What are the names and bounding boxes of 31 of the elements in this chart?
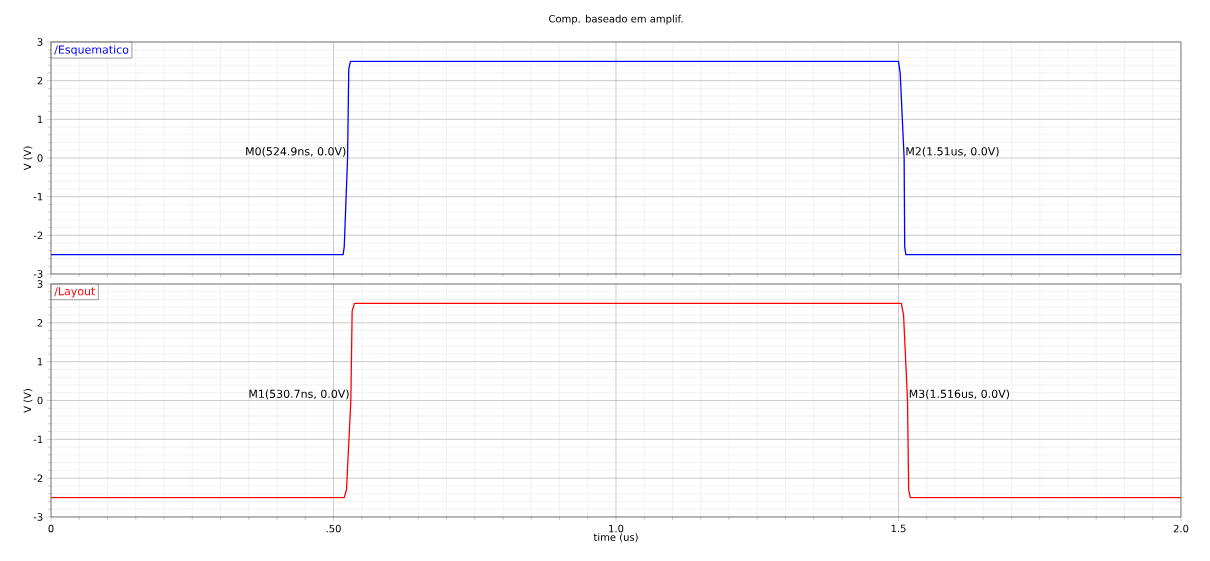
annotation: M0(524.9ns, 0.0V) [246,147,346,157]
y-tick-label: -3 [33,270,43,278]
y-tick-label: 3 [37,280,43,288]
y-tick-label: -3 [33,513,43,521]
line-series [51,302,1181,499]
x-tick-label: 0 [48,524,54,533]
y-tick-label: -2 [33,474,43,482]
x-tick-label: .50 [326,524,341,533]
text: /Esquematico [54,45,129,56]
text: /Layout [54,287,96,298]
x-tick-label: 1.0 [609,524,624,533]
y-axis-title: V (V) [23,389,33,413]
y-axis-title: V (V) [23,146,33,171]
y-tick-label: 2 [37,76,43,85]
y-tick-label: 0 [37,154,43,162]
x-tick-label: 2.0 [1173,524,1189,533]
annotation: M3(1.516us, 0.0V) [909,389,1010,400]
y-tick-label: -1 [33,435,43,443]
y-tick-label: 1 [37,358,43,366]
y-tick-label: 3 [37,38,43,46]
y-tick-label: 1 [37,115,43,123]
chart-title: Comp. baseado em amplif. [549,14,683,25]
line-series [51,60,1181,256]
annotation: M1(530.7ns, 0.0V) [249,389,349,400]
y-tick-label: 2 [37,319,43,327]
y-tick-label: -2 [33,231,43,240]
y-tick-label: -1 [33,193,43,201]
x-tick-label: 1.5 [891,524,906,533]
y-tick-label: 0 [37,396,43,405]
x-axis-title: time (us) [593,533,638,543]
annotation: M2(1.51us, 0.0V) [906,147,999,157]
